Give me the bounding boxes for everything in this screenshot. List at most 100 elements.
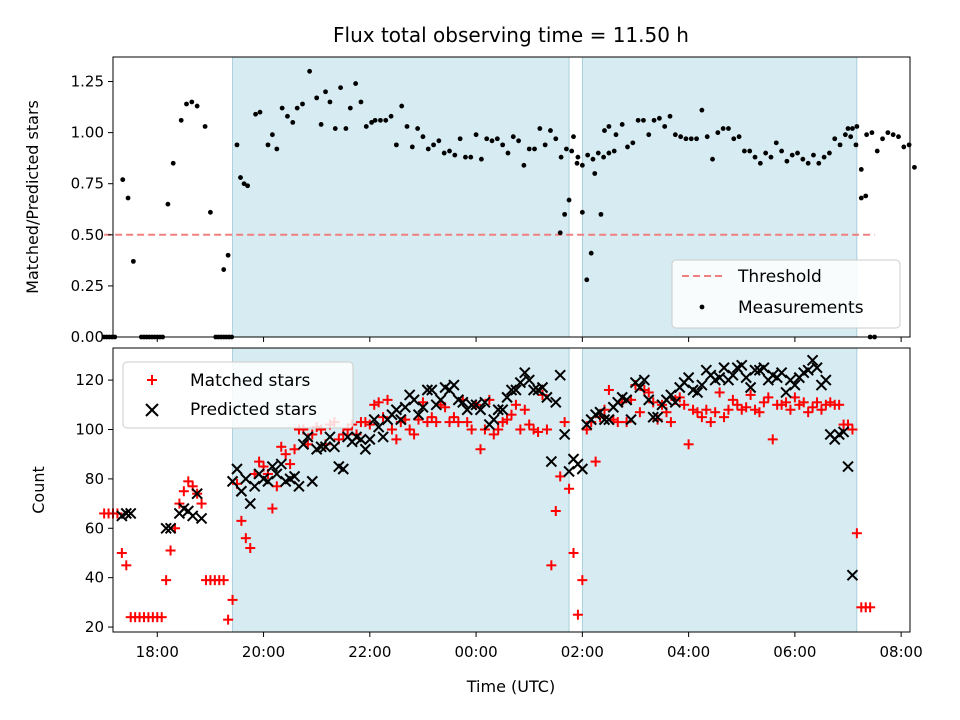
measurement-point bbox=[800, 156, 806, 162]
measurement-point bbox=[399, 103, 405, 109]
matched-star-point bbox=[603, 384, 614, 395]
bottom-y-tick-label: 100 bbox=[75, 420, 104, 438]
matched-star-point bbox=[763, 392, 774, 403]
measurement-point bbox=[436, 138, 442, 144]
measurement-point bbox=[779, 148, 784, 154]
predicted-star-point bbox=[696, 379, 708, 391]
matched-star-point bbox=[568, 547, 579, 558]
predicted-star-point bbox=[421, 384, 434, 396]
matched-star-point bbox=[240, 533, 251, 544]
measurement-point bbox=[827, 150, 832, 156]
top-legend-box bbox=[671, 259, 901, 329]
matched-star-point bbox=[564, 483, 575, 494]
measurement-point bbox=[510, 134, 516, 140]
matched-star-point bbox=[590, 456, 601, 467]
measurement-point bbox=[579, 209, 585, 215]
matched-star-point bbox=[502, 414, 513, 425]
measurement-point bbox=[245, 183, 251, 189]
matched-star-point bbox=[448, 412, 459, 423]
matched-star-point bbox=[741, 402, 752, 413]
top-y-tick-label: 1.25 bbox=[71, 73, 104, 91]
measurement-point bbox=[795, 150, 800, 156]
matched-star-point bbox=[789, 392, 800, 403]
measurement-point bbox=[880, 136, 885, 142]
matched-star-point bbox=[276, 441, 287, 452]
matched-star-point bbox=[391, 434, 402, 445]
measurement-point bbox=[447, 148, 452, 154]
predicted-star-point bbox=[186, 510, 199, 522]
predicted-star-point bbox=[164, 522, 177, 534]
bottom-x-ticks: 18:00 20:00 22:00 00:00 02:00 04:00 06:00 08:00 bbox=[136, 632, 923, 661]
top-y-tick-label: 0.50 bbox=[71, 226, 104, 244]
predicted-star-point bbox=[364, 433, 376, 446]
measurement-point bbox=[630, 140, 636, 146]
measurement-point bbox=[854, 124, 860, 129]
matched-star-point bbox=[161, 575, 172, 586]
measurement-point bbox=[553, 136, 559, 142]
matched-star-point bbox=[803, 407, 814, 418]
measurement-point bbox=[457, 136, 463, 142]
predicted-star-point bbox=[120, 507, 132, 520]
measurement-point bbox=[635, 117, 641, 123]
measurement-point bbox=[270, 132, 275, 138]
matched-star-point bbox=[417, 397, 428, 408]
x-tick-label: 00:00 bbox=[454, 643, 497, 661]
matched-star-point bbox=[493, 424, 504, 435]
measurement-point bbox=[613, 132, 619, 138]
top-y-tick-label: 0.25 bbox=[71, 277, 104, 295]
measurement-point bbox=[489, 138, 495, 144]
predicted-star-point bbox=[412, 408, 425, 421]
measurement-point bbox=[837, 142, 843, 148]
predicted-star-point bbox=[368, 413, 380, 426]
predicted-star-point bbox=[297, 438, 310, 451]
matched-star-point bbox=[851, 528, 862, 539]
matched-star-point bbox=[572, 609, 583, 620]
measurement-point bbox=[431, 142, 436, 148]
predicted-star-point bbox=[758, 362, 770, 374]
matched-star-point bbox=[183, 476, 194, 487]
measurement-point bbox=[667, 113, 673, 119]
measurement-point bbox=[747, 148, 753, 154]
matched-star-point bbox=[431, 417, 442, 428]
top-y-tick-label: 0.00 bbox=[71, 328, 104, 346]
x-tick-label: 08:00 bbox=[880, 643, 923, 661]
predicted-star-point bbox=[496, 404, 509, 416]
measurement-point bbox=[558, 154, 564, 160]
measurement-point bbox=[323, 89, 328, 95]
predicted-star-point bbox=[315, 441, 327, 453]
predicted-star-point bbox=[240, 473, 252, 485]
predicted-star-point bbox=[408, 394, 420, 406]
predicted-star-point bbox=[337, 463, 349, 475]
predicted-star-point bbox=[545, 455, 558, 468]
measurement-point bbox=[678, 134, 684, 140]
matched-star-point bbox=[812, 397, 823, 408]
matched-star-point bbox=[581, 424, 592, 435]
measurement-point bbox=[234, 142, 240, 148]
predicted-star-point bbox=[806, 354, 819, 367]
matched-star-point bbox=[834, 399, 845, 410]
bottom-y-tick-label: 60 bbox=[85, 519, 104, 537]
matched-star-point bbox=[555, 471, 566, 482]
predicted-star-point bbox=[235, 485, 248, 497]
matched-star-point bbox=[426, 412, 437, 423]
measurement-point bbox=[611, 148, 617, 154]
predicted-star-point bbox=[647, 411, 659, 423]
legend-threshold-label: Threshold bbox=[737, 267, 822, 287]
legend-measurements-swatch bbox=[699, 304, 705, 310]
matched-star-point bbox=[767, 434, 778, 445]
predicted-star-point bbox=[780, 386, 792, 399]
matched-star-point bbox=[218, 575, 229, 586]
bottom-axes-frame bbox=[112, 347, 911, 633]
measurement-point bbox=[805, 160, 811, 166]
bottom-y-tick-label: 40 bbox=[85, 569, 104, 587]
legend-predicted-swatch bbox=[145, 403, 159, 417]
measurement-point bbox=[557, 230, 563, 236]
measurement-point bbox=[285, 113, 290, 119]
bottom-legend: Matched stars Predicted stars bbox=[122, 361, 354, 429]
predicted-star-point bbox=[426, 384, 438, 396]
matched-star-point bbox=[847, 424, 858, 435]
measurement-point bbox=[850, 126, 855, 131]
matched-star-point bbox=[289, 444, 300, 455]
matched-star-point bbox=[280, 449, 291, 460]
